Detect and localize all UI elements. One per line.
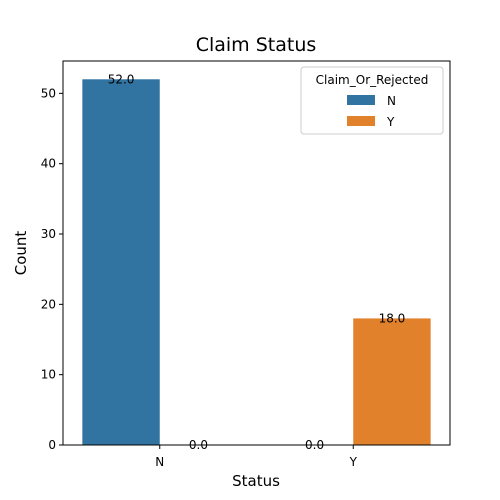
- data-label: 52.0: [108, 72, 135, 86]
- y-tick-label: 0: [48, 438, 56, 452]
- y-tick-label: 30: [41, 227, 56, 241]
- x-axis-label: Status: [232, 472, 280, 490]
- y-axis-ticks: 0 10 20 30 40 50: [41, 86, 63, 452]
- bar-y-y: [353, 318, 431, 445]
- chart-title: Claim Status: [196, 34, 317, 56]
- y-tick-label: 40: [41, 157, 56, 171]
- legend-label-y: Y: [386, 115, 395, 129]
- bar-n-n: [82, 79, 160, 446]
- y-tick-label: 10: [41, 368, 56, 382]
- plot-frame: [62, 60, 451, 446]
- bars-group: [82, 79, 431, 446]
- legend: Claim_Or_Rejected N Y: [300, 66, 444, 135]
- legend-title: Claim_Or_Rejected: [316, 73, 429, 87]
- x-tick-label: Y: [349, 455, 358, 469]
- legend-swatch-y: [347, 116, 375, 126]
- y-tick-label: 50: [41, 86, 56, 100]
- y-axis-label: Count: [12, 231, 30, 276]
- x-tick-label: N: [155, 455, 164, 469]
- y-tick-label: 20: [41, 297, 56, 311]
- legend-label-n: N: [387, 94, 396, 108]
- data-label: 18.0: [379, 311, 406, 325]
- legend-swatch-n: [347, 95, 375, 105]
